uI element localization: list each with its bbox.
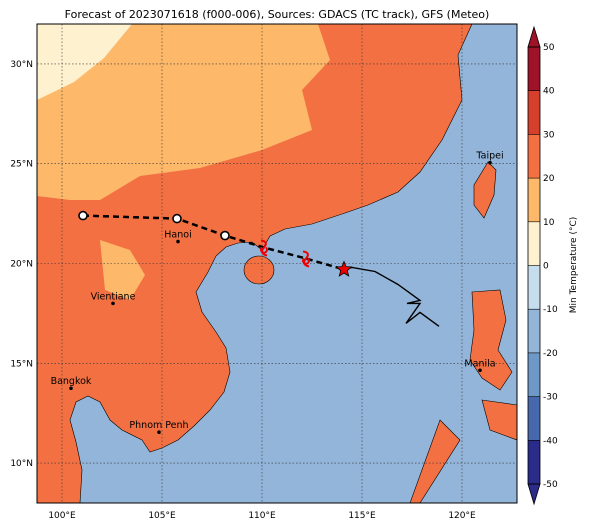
city-dot (478, 368, 482, 373)
colorbar-bin (528, 47, 540, 91)
city-dot (157, 430, 161, 434)
hainan (243, 255, 275, 285)
axes: 100°E 105°E 110°E 115°E 120°E 10°N 15°N 20°N 25°… (10, 60, 476, 521)
colorbar-bin (528, 90, 540, 135)
forecast-point (172, 213, 182, 224)
taiwan (473, 161, 497, 219)
city-label: Manila (464, 358, 495, 369)
city-label: Phnom Penh (129, 420, 188, 431)
y-tick-label: 15°N (10, 359, 33, 369)
forecast-point (78, 210, 88, 221)
colorbar-tick-label: 0 (543, 262, 549, 272)
high-land (37, 24, 330, 300)
y-tick-label: 25°N (10, 160, 33, 170)
city-label: Vientiane (91, 291, 136, 302)
colorbar-extend-bottom (527, 483, 541, 506)
colorbar-tick-label: -10 (543, 305, 558, 315)
map-frame (36, 23, 518, 504)
colorbar-bin (528, 265, 540, 310)
cold-land (37, 24, 132, 100)
colorbar-tick-label: -50 (543, 480, 558, 490)
city-dot (69, 386, 73, 391)
city-dot (111, 301, 115, 306)
track (78, 210, 440, 327)
colorbar: -50 -40 -30 -20 -10 0 10 20 30 40 50 (527, 25, 558, 506)
title: Forecast of 2023071618 (f000-006), Sourc… (65, 8, 490, 21)
colorbar-tick-label: -30 (543, 393, 558, 403)
current-position (335, 260, 353, 277)
x-tick-label: 105°E (148, 511, 176, 521)
x-tick-label: 100°E (48, 511, 76, 521)
storm-symbol (302, 250, 310, 268)
past-track (343, 266, 440, 327)
colorbar-tick-label: -20 (543, 349, 558, 359)
y-tick-label: 20°N (10, 260, 33, 270)
colorbar-tick-label: 40 (543, 87, 555, 97)
visayas (409, 399, 517, 503)
y-tick-label: 30°N (10, 60, 33, 70)
colorbar-bin (528, 440, 540, 484)
colorbar-bin (528, 221, 540, 266)
x-tick-label: 120°E (448, 511, 476, 521)
storm-symbol (260, 239, 268, 257)
colorbar-bin (528, 309, 540, 353)
city-label: Taipei (475, 151, 503, 162)
colorbar-tick-label: 10 (543, 218, 555, 228)
forecast-point (220, 230, 230, 241)
colorbar-tick-label: 50 (543, 43, 555, 53)
colorbar-bin (528, 178, 540, 222)
grid (37, 24, 517, 503)
city-dot (488, 160, 492, 165)
colorbar-label: Min Temperature (°C) (569, 217, 579, 314)
y-tick-label: 10°N (10, 459, 33, 469)
colorbar-bin (528, 134, 540, 179)
cities: Taipei Hanoi Vientiane Bangkok Phnom Penh Man… (51, 151, 504, 434)
colorbar-extend-top (527, 25, 541, 48)
colorbar-bin (528, 396, 540, 441)
colorbar-tick-label: 20 (543, 174, 555, 184)
city-label: Hanoi (164, 230, 191, 241)
map-area: Taipei Hanoi Vientiane Bangkok Phnom Penh Man… (37, 24, 517, 503)
x-tick-label: 110°E (248, 511, 276, 521)
city-dot (176, 239, 180, 244)
luzon (469, 289, 513, 391)
colorbar-tick-label: -40 (543, 436, 558, 446)
x-tick-label: 115°E (348, 511, 376, 521)
forecast-track (82, 214, 345, 271)
colorbar-bin (528, 352, 540, 397)
colorbar-tick-label: 30 (543, 130, 555, 140)
city-label: Bangkok (51, 376, 92, 387)
